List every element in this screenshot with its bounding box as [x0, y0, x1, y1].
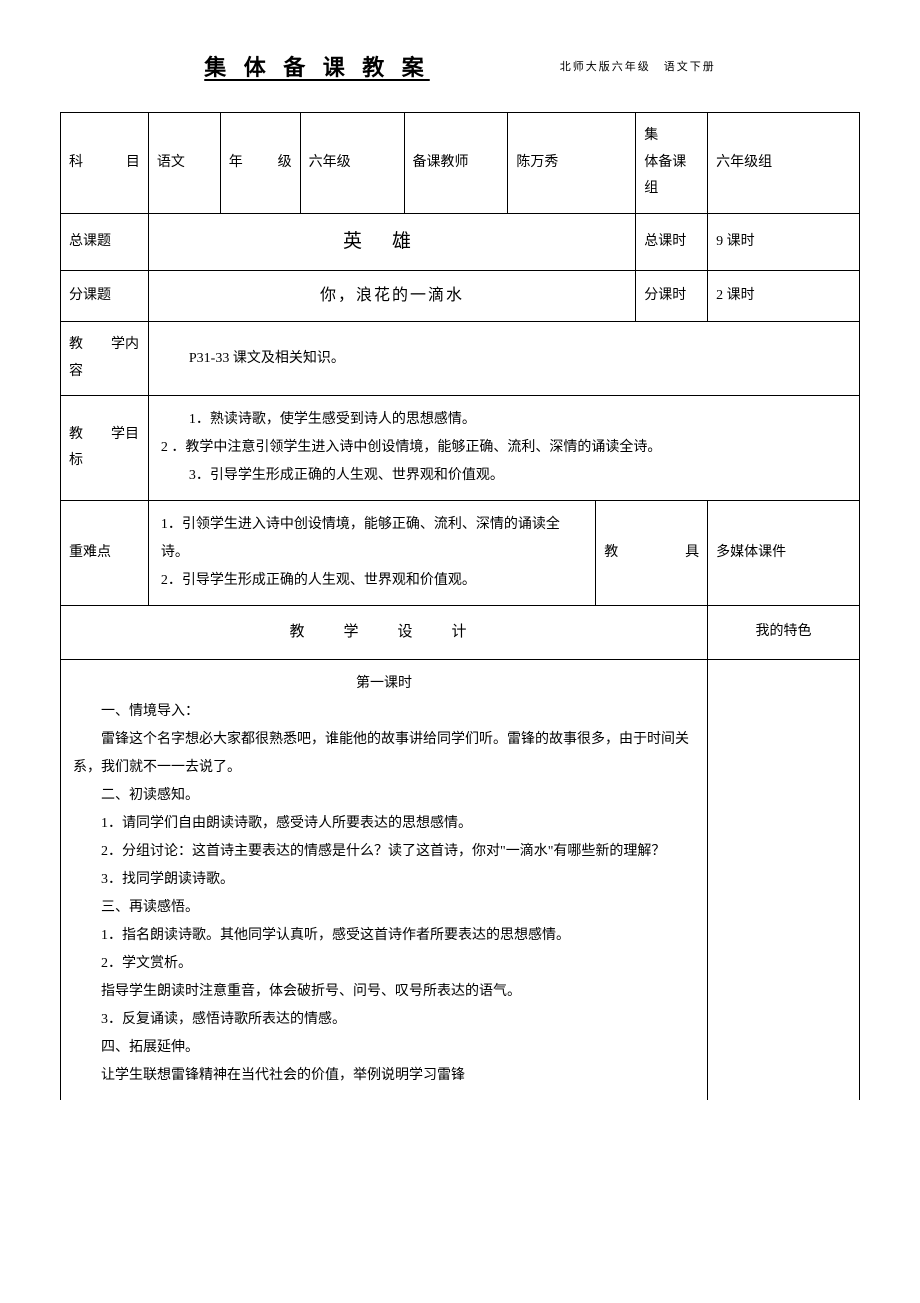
teacher-value: 陈万秀: [508, 113, 636, 214]
section-3-p2: 2．学文赏析。: [73, 950, 695, 978]
design-header: 教 学 设 计: [61, 606, 708, 660]
section-2-p3: 3．找同学朗读诗歌。: [73, 866, 695, 894]
grade-value: 六年级: [300, 113, 404, 214]
section-3-p3: 3．反复诵读，感悟诗歌所表达的情感。: [73, 1006, 695, 1034]
keypoints-value: 1．引领学生进入诗中创设情境，能够正确、流利、深情的诵读全诗。 2．引导学生形成…: [148, 501, 595, 606]
grade-label: 年 级: [220, 113, 300, 214]
total-topic-row: 总课题 英雄 总课时 9 课时: [61, 213, 860, 270]
subject-label: 科 目: [61, 113, 149, 214]
section-4: 四、拓展延伸。: [73, 1034, 695, 1062]
sub-topic-row: 分课题 你，浪花的一滴水 分课时 2 课时: [61, 270, 860, 321]
sub-topic-value: 你，浪花的一滴水: [148, 270, 635, 321]
keypoints-row: 重难点 1．引领学生进入诗中创设情境，能够正确、流利、深情的诵读全诗。 2．引导…: [61, 501, 860, 606]
lesson-plan-table: 科 目 语文 年 级 六年级 备课教师 陈万秀 集 体备课组 六年级组 总课题 …: [60, 112, 860, 1100]
section-1-p1: 雷锋这个名字想必大家都很熟悉吧，谁能他的故事讲给同学们听。雷锋的故事很多，由于时…: [73, 726, 695, 782]
content-row: 教 学内 容 P31-33 课文及相关知识。: [61, 322, 860, 396]
goals-label: 教 学目 标: [61, 396, 149, 501]
notes-column: [708, 659, 860, 1100]
content-label: 教 学内 容: [61, 322, 149, 396]
section-3: 三、再读感悟。: [73, 894, 695, 922]
lesson-body-row: 第一课时 一、情境导入： 雷锋这个名字想必大家都很熟悉吧，谁能他的故事讲给同学们…: [61, 659, 860, 1100]
sub-topic-label: 分课题: [61, 270, 149, 321]
subtitle: 北师大版六年级 语文下册: [560, 58, 716, 74]
teacher-label: 备课教师: [404, 113, 508, 214]
goals-row: 教 学目 标 1．熟读诗歌，使学生感受到诗人的思想感情。 2 ．教学中注意引领学…: [61, 396, 860, 501]
section-4-p1: 让学生联想雷锋精神在当代社会的价值，举例说明学习雷锋: [73, 1062, 695, 1090]
keypoint-2: 2．引导学生形成正确的人生观、世界观和价值观。: [161, 567, 583, 595]
section-2-p1: 1．请同学们自由朗读诗歌，感受诗人所要表达的思想感情。: [73, 810, 695, 838]
tool-label: 教 具: [596, 501, 708, 606]
total-topic-value: 英雄: [148, 213, 635, 270]
section-3-p1: 1．指名朗读诗歌。其他同学认真听，感受这首诗作者所要表达的思想感情。: [73, 922, 695, 950]
keypoint-1: 1．引领学生进入诗中创设情境，能够正确、流利、深情的诵读全诗。: [161, 511, 583, 567]
page-header: 集 体 备 课 教 案 北师大版六年级 语文下册: [60, 50, 860, 82]
total-hours-value: 9 课时: [708, 213, 860, 270]
sub-hours-value: 2 课时: [708, 270, 860, 321]
lesson-title: 第一课时: [73, 670, 695, 698]
group-label: 集 体备课组: [636, 113, 708, 214]
section-3-p2a: 指导学生朗读时注意重音，体会破折号、问号、叹号所表达的语气。: [73, 978, 695, 1006]
goal-1: 1．熟读诗歌，使学生感受到诗人的思想感情。: [161, 406, 847, 434]
subject-value: 语文: [148, 113, 220, 214]
goal-2: 2 ．教学中注意引领学生进入诗中创设情境，能够正确、流利、深情的诵读全诗。: [161, 434, 847, 462]
lesson-body: 第一课时 一、情境导入： 雷锋这个名字想必大家都很熟悉吧，谁能他的故事讲给同学们…: [61, 659, 708, 1100]
design-header-row: 教 学 设 计 我的特色: [61, 606, 860, 660]
sub-hours-label: 分课时: [636, 270, 708, 321]
notes-header: 我的特色: [708, 606, 860, 660]
section-2-p2: 2．分组讨论：这首诗主要表达的情感是什么？读了这首诗，你对"一滴水"有哪些新的理…: [73, 838, 695, 866]
section-1: 一、情境导入：: [73, 698, 695, 726]
total-topic-label: 总课题: [61, 213, 149, 270]
group-value: 六年级组: [708, 113, 860, 214]
main-title: 集 体 备 课 教 案: [204, 50, 430, 82]
tool-value: 多媒体课件: [708, 501, 860, 606]
section-2: 二、初读感知。: [73, 782, 695, 810]
goal-3: 3．引导学生形成正确的人生观、世界观和价值观。: [161, 462, 847, 490]
info-row: 科 目 语文 年 级 六年级 备课教师 陈万秀 集 体备课组 六年级组: [61, 113, 860, 214]
total-hours-label: 总课时: [636, 213, 708, 270]
content-value: P31-33 课文及相关知识。: [148, 322, 859, 396]
goals-value: 1．熟读诗歌，使学生感受到诗人的思想感情。 2 ．教学中注意引领学生进入诗中创设…: [148, 396, 859, 501]
keypoints-label: 重难点: [61, 501, 149, 606]
